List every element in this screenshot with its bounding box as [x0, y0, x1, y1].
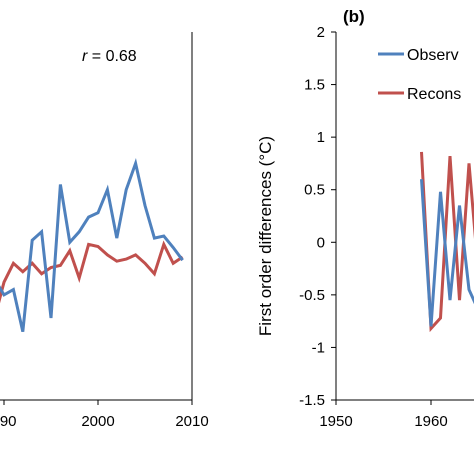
panel-b-x-ticks: 1950 1960 — [319, 400, 448, 430]
panel-a-x-tick-label: 2010 — [175, 413, 208, 430]
panel-a-series — [0, 158, 184, 333]
panel-b-y-tick-label: 0.5 — [304, 182, 325, 199]
panel-b-observed-line — [420, 179, 474, 327]
panel-b-x-tick-label: 1960 — [414, 413, 447, 430]
panel-b-y-tick-label: -1 — [312, 339, 325, 356]
panel-b-y-tick-label: 1 — [317, 129, 325, 146]
panel-a-reconstructed-line — [0, 240, 184, 304]
legend-label-reconstructed: Recons — [407, 86, 461, 103]
panel-b-y-tick-label: -1.5 — [299, 392, 325, 409]
panel-b-x-tick-label: 1950 — [319, 413, 352, 430]
legend-label-observed: Observ — [407, 47, 459, 64]
panel-b-y-tick-label: -0.5 — [299, 287, 325, 304]
panel-b-legend: Observ Recons — [378, 47, 461, 103]
panel-b-y-tick-label: 0 — [317, 234, 325, 251]
r-symbol: r — [82, 48, 88, 65]
panel-b-reconstructed-line — [420, 151, 474, 333]
panel-b-y-axis-label: First order differences (°C) — [256, 136, 275, 336]
panel-a: 990 2000 2010 r = 0.68 — [0, 32, 209, 430]
panel-b-y-ticks: 2 1.5 1 0.5 0 -0.5 -1 -1.5 — [299, 24, 336, 409]
panel-b: (b) First order differences (°C) 2 1.5 1 0.… — [256, 7, 474, 430]
panel-b-series — [420, 151, 474, 333]
panel-a-x-ticks: 990 2000 2010 — [0, 400, 209, 430]
panel-b-y-tick-label: 2 — [317, 24, 325, 41]
panel-a-x-tick-label: 2000 — [81, 413, 114, 430]
r-value: = 0.68 — [87, 48, 136, 65]
panel-b-y-tick-label: 1.5 — [304, 77, 325, 94]
panel-a-x-tick-label: 990 — [0, 413, 17, 430]
panel-a-r-annotation: r = 0.68 — [82, 48, 137, 65]
panel-a-observed-line — [0, 158, 184, 333]
panel-b-label: (b) — [343, 7, 365, 26]
